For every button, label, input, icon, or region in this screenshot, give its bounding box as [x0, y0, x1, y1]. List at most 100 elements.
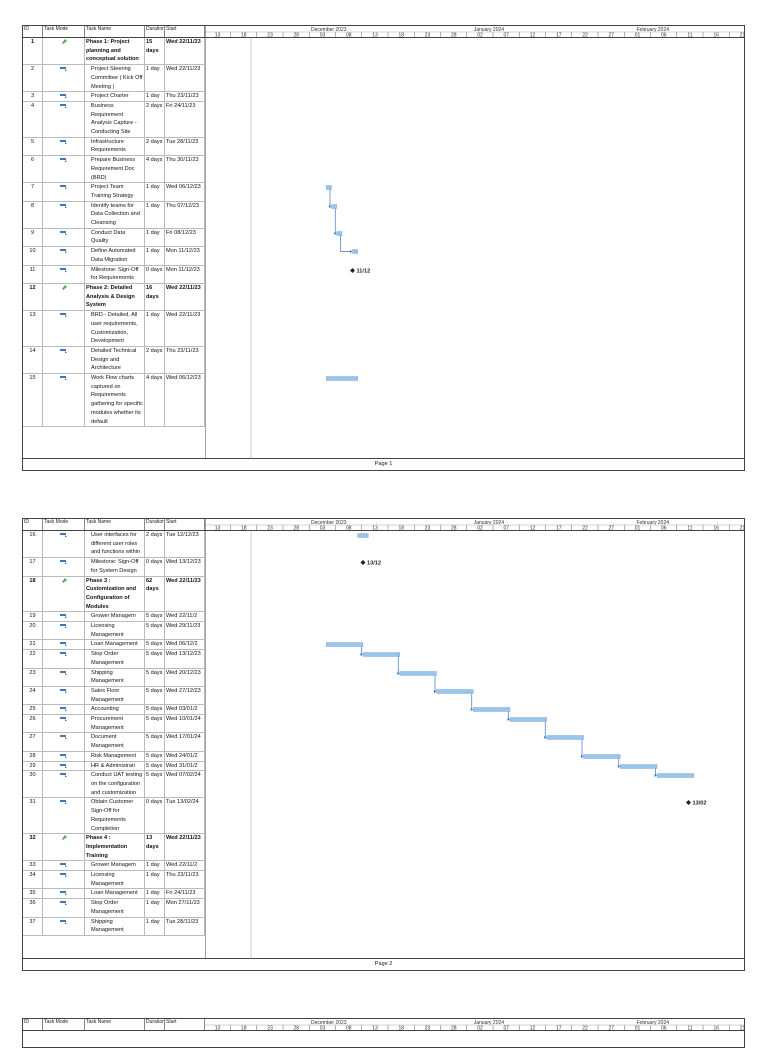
month-label: February 2024: [637, 27, 670, 33]
task-start: Wed 22/11/23: [165, 834, 205, 861]
task-mode: [43, 311, 85, 346]
task-start: Wed 22/11/23: [165, 38, 205, 65]
task-name: Define Automated Data Migration: [85, 247, 145, 265]
column-header: ID: [23, 519, 43, 530]
task-name: Project Team Training Strategy: [85, 183, 145, 201]
task-duration: 5 days: [145, 751, 165, 761]
icon-arrow: [64, 765, 67, 768]
icon-arrow: [64, 315, 67, 318]
auto-mode-icon: [59, 763, 67, 768]
day-label: 12: [530, 32, 536, 37]
task-name: Loan Management: [85, 640, 145, 650]
task-name: Sales Floor Management: [85, 686, 145, 705]
dependency-link: [471, 693, 473, 710]
task-start: Fri 08/12/23: [165, 228, 205, 247]
document: {"header":{"columns":["ID","Task Mode","…: [22, 25, 745, 1048]
auto-mode-icon: [59, 901, 67, 906]
day-label: 01: [635, 1025, 641, 1030]
icon-bar: [59, 203, 66, 206]
icon-arrow: [64, 755, 67, 758]
icon-bar: [59, 763, 66, 766]
task-duration: 1 day: [145, 889, 165, 899]
day-label: 02: [477, 1025, 483, 1030]
task-mode: [43, 705, 85, 715]
task-duration: 0 days: [145, 265, 165, 283]
icon-arrow: [64, 251, 67, 254]
task-id: 6: [23, 156, 43, 183]
auto-mode-icon: [59, 249, 67, 254]
task-row: 22 Stop Order Management 5 days Wed 13/12/2…: [23, 650, 205, 669]
task-duration: 1 day: [145, 311, 165, 346]
manual-mode-icon: [61, 577, 67, 583]
task-duration: 4 days: [145, 156, 165, 183]
task-id: 34: [23, 871, 43, 889]
task-id: 25: [23, 705, 43, 715]
task-id: 3: [23, 92, 43, 101]
task-name: Work Flow charts captured on Requirement…: [85, 374, 145, 427]
icon-arrow: [64, 205, 67, 208]
task-mode: [43, 92, 85, 101]
column-header: Duration: [145, 519, 165, 530]
milestone-label: 11/12: [357, 269, 371, 275]
task-name: Identify teams for Data Collection and C…: [85, 201, 145, 228]
day-label: 16: [713, 32, 719, 37]
task-duration: 1 day: [145, 247, 165, 265]
dependency-arrow: [654, 774, 657, 777]
task-name: Stop Order Management: [85, 650, 145, 668]
task-duration: 5 days: [145, 640, 165, 650]
icon-bar: [59, 313, 66, 316]
task-duration: 1 day: [145, 183, 165, 201]
dependency-link: [434, 675, 436, 692]
task-row: 15 Work Flow charts captured on Requireme…: [23, 374, 205, 428]
task-duration: 1 day: [145, 899, 165, 917]
task-row: 1 Phase 1: Project planning and conceptua…: [23, 38, 205, 66]
icon-bar: [59, 707, 66, 710]
day-label: 18: [241, 1025, 247, 1030]
task-mode: [43, 871, 85, 889]
auto-mode-icon: [59, 267, 67, 272]
task-start: Wed 22/11/23: [165, 311, 205, 346]
icon-bar: [59, 158, 66, 161]
task-name: Procurement Management: [85, 715, 145, 733]
task-bar: [357, 533, 369, 538]
task-row: 32 Phase 4 : Implementation Training 13 da…: [23, 834, 205, 862]
icon-bar: [59, 901, 66, 904]
task-id: 12: [23, 283, 43, 311]
icon-bar: [59, 348, 66, 351]
icon-arrow: [64, 719, 67, 722]
day-label: 03: [320, 1025, 326, 1030]
auto-mode-icon: [59, 614, 67, 619]
task-start: Thu 23/11/23: [165, 871, 205, 889]
task-bar: [326, 642, 364, 647]
icon-bar: [59, 873, 66, 876]
task-mode: [43, 156, 85, 183]
task-mode: [43, 137, 85, 156]
task-row: 37 Shipping Management 1 day Tue 28/11/23: [23, 917, 205, 936]
task-name: Phase 4 : Implementation Training: [85, 834, 145, 861]
task-mode: [43, 798, 85, 834]
task-id: 24: [23, 686, 43, 705]
day-label: 23: [267, 32, 273, 37]
day-label: 07: [503, 32, 509, 37]
task-row: 5 Infrastructure Requirements 2 days Tue 28…: [23, 137, 205, 157]
day-label: 13: [215, 32, 221, 37]
dependency-arrow: [507, 718, 510, 721]
day-label: 23: [425, 525, 431, 530]
task-start: Wed 07/02/24: [165, 771, 205, 798]
month-label: January 2024: [474, 27, 505, 33]
dependency-arrow: [617, 765, 621, 768]
auto-mode-icon: [59, 735, 67, 740]
auto-mode-icon: [59, 185, 67, 190]
dependency-link: [581, 739, 583, 757]
task-name: Project Charter: [85, 92, 145, 101]
icon-arrow: [64, 921, 67, 924]
page: ID Task Mode Task Name Duration Start Decembe…: [22, 518, 745, 971]
auto-mode-icon: [59, 230, 67, 235]
task-id: 33: [23, 861, 43, 871]
icon-bar: [59, 614, 66, 617]
task-row: 26 Procurement Management 5 days Wed 10/01/…: [23, 715, 205, 734]
manual-mode-icon: [61, 835, 67, 841]
day-label: 08: [346, 1025, 352, 1030]
task-name: Obtain Customer Sign-Off for Requirement…: [85, 798, 145, 834]
task-mode: [43, 650, 85, 668]
